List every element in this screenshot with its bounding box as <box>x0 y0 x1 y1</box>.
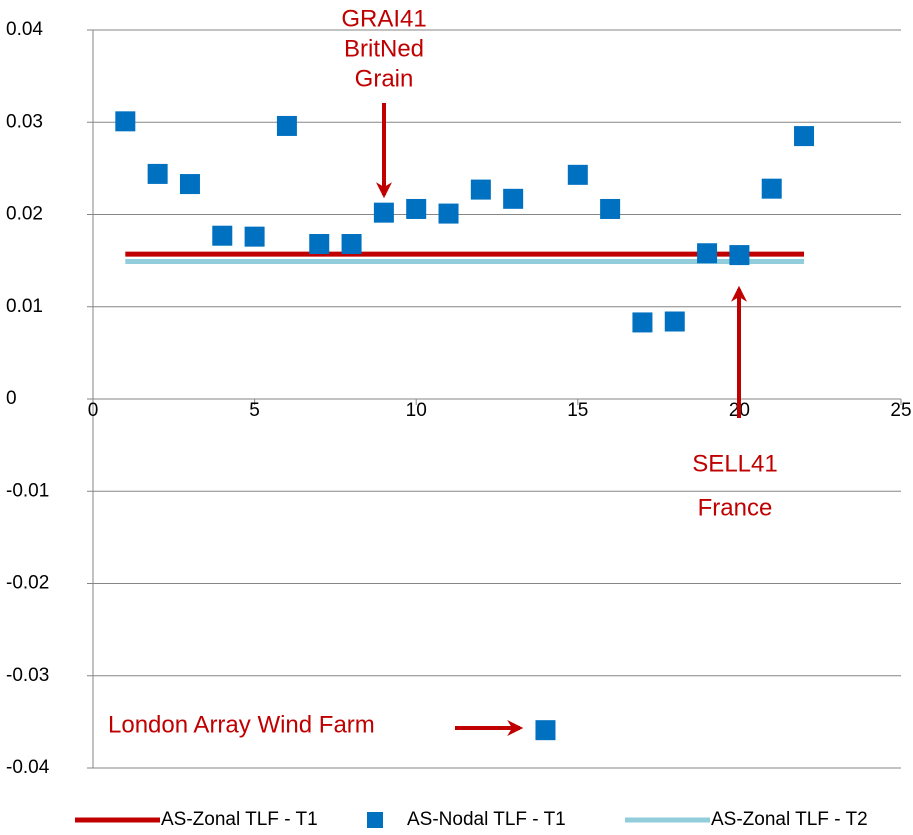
y-tick-label: -0.03 <box>6 665 49 686</box>
point <box>438 203 459 224</box>
point <box>147 163 168 184</box>
y-tick-label: -0.02 <box>6 573 49 594</box>
point <box>406 198 427 219</box>
y-tick-label: 0.01 <box>6 296 43 317</box>
annotation: London Array Wind Farm <box>108 711 375 738</box>
annotation: GRAI41 <box>341 5 426 32</box>
point <box>373 202 394 223</box>
point <box>632 312 653 333</box>
point <box>244 226 265 247</box>
point <box>179 174 200 195</box>
point <box>115 111 136 132</box>
y-tick-label: 0 <box>6 388 17 409</box>
grid: -0.04 -0.03 -0.02 -0.01 0 0.01 0.02 0.03 0.04 0 5 1… <box>6 19 912 778</box>
y-tick-label: 0.02 <box>6 204 43 225</box>
point <box>212 225 233 246</box>
legend-label: AS-Nodal TLF - T1 <box>407 809 566 830</box>
annotation: Grain <box>355 65 414 92</box>
y-tick-label: -0.01 <box>6 480 49 501</box>
legend-label: AS-Zonal TLF - T1 <box>161 809 318 830</box>
legend: AS-Zonal TLF - T1 AS-Nodal TLF - T1 AS-Zon… <box>75 809 868 830</box>
point <box>535 720 556 741</box>
annotation: France <box>698 494 773 521</box>
legend-swatch <box>367 812 383 828</box>
point <box>341 234 362 255</box>
point <box>276 115 297 136</box>
x-tick-label: 5 <box>249 400 260 421</box>
point <box>794 126 815 147</box>
x-tick-label: 0 <box>88 400 99 421</box>
x-tick-label: 10 <box>406 400 427 421</box>
point <box>309 234 330 255</box>
plot <box>115 111 815 741</box>
point <box>503 188 524 209</box>
point <box>729 245 750 266</box>
point <box>600 198 621 219</box>
annotation: SELL41 <box>692 450 777 477</box>
point <box>697 243 718 264</box>
y-tick-label: 0.03 <box>6 111 43 132</box>
annotations: GRAI41 BritNed Grain SELL41 France London Arr… <box>108 5 778 738</box>
point <box>761 178 782 199</box>
x-tick-label: 25 <box>890 400 911 421</box>
y-tick-label: -0.04 <box>6 757 50 778</box>
annotation: BritNed <box>344 35 424 62</box>
point <box>567 164 588 185</box>
point <box>470 179 491 200</box>
legend-label: AS-Zonal TLF - T2 <box>711 809 868 830</box>
y-tick-label: 0.04 <box>6 19 43 40</box>
point <box>664 311 685 332</box>
x-tick-label: 15 <box>567 400 588 421</box>
